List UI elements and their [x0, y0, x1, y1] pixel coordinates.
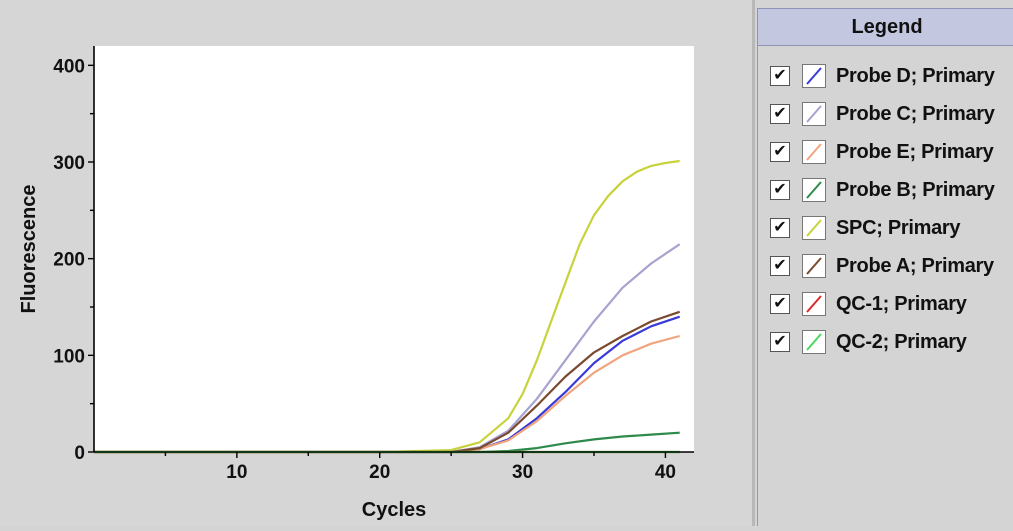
legend-label: Probe D; Primary: [836, 64, 995, 87]
y-tick-label: 300: [53, 153, 85, 174]
swatch-line: [806, 105, 822, 123]
x-axis-label: Cycles: [362, 499, 427, 521]
legend-checkbox[interactable]: ✔: [770, 256, 790, 276]
swatch-line: [806, 67, 822, 85]
series-line-icon: [806, 105, 822, 123]
legend-list: ✔ Probe D; Primary ✔ Probe C; Primary ✔ Probe…: [757, 46, 1013, 526]
legend-item[interactable]: ✔ Probe D; Primary: [770, 60, 995, 92]
legend-color-swatch[interactable]: [802, 216, 826, 240]
x-tick-label: 10: [226, 462, 247, 483]
swatch-line: [806, 219, 822, 237]
legend-item[interactable]: ✔ QC-2; Primary: [770, 326, 967, 358]
legend-checkbox[interactable]: ✔: [770, 332, 790, 352]
series-line-icon: [806, 143, 822, 161]
legend-color-swatch[interactable]: [802, 102, 826, 126]
legend-header: Legend: [757, 8, 1013, 46]
series-line-icon: [806, 295, 822, 313]
legend-title: Legend: [851, 15, 923, 38]
series-line-icon: [806, 333, 822, 351]
y-axis-label: Fluorescence: [18, 185, 40, 314]
legend-label: QC-1; Primary: [836, 292, 967, 315]
legend-color-swatch[interactable]: [802, 64, 826, 88]
legend-item[interactable]: ✔ Probe B; Primary: [770, 174, 995, 206]
legend-checkbox[interactable]: ✔: [770, 104, 790, 124]
legend-label: Probe A; Primary: [836, 254, 994, 277]
legend-color-swatch[interactable]: [802, 140, 826, 164]
legend-label: Probe B; Primary: [836, 178, 995, 201]
legend-item[interactable]: ✔ Probe C; Primary: [770, 98, 995, 130]
x-tick-label: 30: [512, 462, 533, 483]
y-tick-label: 200: [53, 250, 85, 271]
chart-panel: 0 100 200 300 400 10 20 30 40 Cycles Fluorescence: [18, 46, 694, 521]
legend-checkbox[interactable]: ✔: [770, 142, 790, 162]
series-line-icon: [806, 257, 822, 275]
series-line-icon: [806, 67, 822, 85]
legend-panel: Legend ✔ Probe D; Primary ✔ Probe C; Primar…: [755, 0, 1013, 526]
legend-checkbox[interactable]: ✔: [770, 218, 790, 238]
legend-checkbox[interactable]: ✔: [770, 294, 790, 314]
swatch-line: [806, 295, 822, 313]
legend-item[interactable]: ✔ QC-1; Primary: [770, 288, 967, 320]
x-tick-label: 20: [369, 462, 390, 483]
panel-divider[interactable]: [752, 0, 755, 526]
chart-svg: 0 100 200 300 400 10 20 30 40 Cycles Fluorescence: [18, 46, 694, 521]
legend-item[interactable]: ✔ SPC; Primary: [770, 212, 961, 244]
series-line-icon: [806, 219, 822, 237]
legend-label: QC-2; Primary: [836, 330, 967, 353]
legend-checkbox[interactable]: ✔: [770, 66, 790, 86]
y-tick-label: 400: [53, 56, 85, 77]
y-tick-label: 100: [53, 346, 85, 367]
legend-color-swatch[interactable]: [802, 330, 826, 354]
legend-item[interactable]: ✔ Probe E; Primary: [770, 136, 994, 168]
legend-color-swatch[interactable]: [802, 178, 826, 202]
y-tick-label: 0: [74, 443, 85, 464]
x-tick-label: 40: [655, 462, 676, 483]
plot-area: [94, 46, 694, 452]
legend-color-swatch[interactable]: [802, 292, 826, 316]
legend-label: Probe E; Primary: [836, 140, 994, 163]
swatch-line: [806, 143, 822, 161]
legend-item[interactable]: ✔ Probe A; Primary: [770, 250, 994, 282]
swatch-line: [806, 181, 822, 199]
series-line-icon: [806, 181, 822, 199]
legend-label: Probe C; Primary: [836, 102, 995, 125]
swatch-line: [806, 257, 822, 275]
legend-color-swatch[interactable]: [802, 254, 826, 278]
legend-checkbox[interactable]: ✔: [770, 180, 790, 200]
swatch-line: [806, 333, 822, 351]
legend-label: SPC; Primary: [836, 216, 961, 239]
